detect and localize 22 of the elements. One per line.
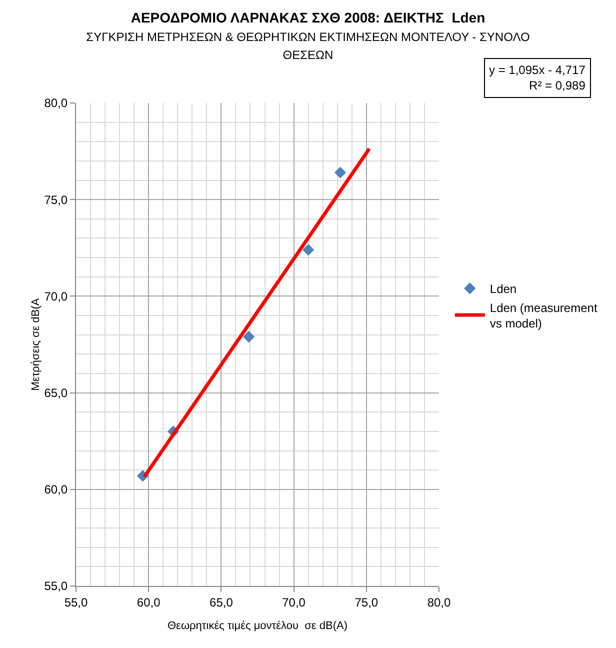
x-axis-title: Θεωρητικές τιμές μοντέλου σε dB(A) — [167, 620, 348, 632]
x-tick-label: 70,0 — [282, 595, 306, 610]
y-tick-label: 75,0 — [44, 192, 68, 207]
point — [334, 166, 346, 178]
text: R² = 0,989 — [529, 78, 586, 93]
text: y = 1,095x - 4,717 — [489, 63, 586, 77]
y-tick-label: 80,0 — [44, 96, 68, 110]
y-axis-title: Μετρήσεις σε dB(A — [30, 298, 42, 391]
x-tick-label: 65,0 — [210, 595, 234, 610]
point — [242, 330, 255, 343]
x-tick-label: 60,0 — [136, 595, 161, 610]
chart-title: ΑΕΡΟΔΡΟΜΙΟ ΛΑΡΝΑΚΑΣ ΣΧΘ 2008: ΔΕΙΚΤΗΣ Lden — [130, 10, 486, 26]
y-tick-label: 60,0 — [44, 482, 68, 497]
x-tick-label: 80,0 — [427, 595, 451, 610]
legend-label: Lden — [490, 282, 517, 296]
y-tick-label: 55,0 — [44, 579, 68, 594]
point — [302, 244, 314, 256]
y-tick-label: 70,0 — [44, 289, 68, 304]
y-tick-label: 65,0 — [44, 386, 68, 400]
legend-label: Lden (measurement vs model) — [490, 300, 598, 330]
x-tick-label: 55,0 — [64, 595, 88, 610]
x-tick-label: 75,0 — [354, 595, 378, 610]
